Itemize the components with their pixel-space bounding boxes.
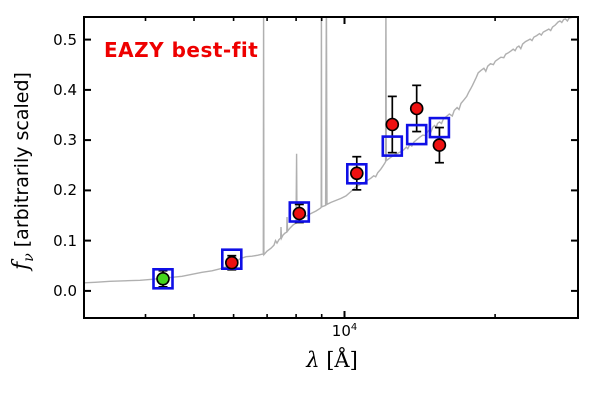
plot-spines xyxy=(83,16,579,319)
y-tick-label: 0.2 xyxy=(53,181,77,200)
observed-photometry-point xyxy=(292,206,307,221)
axis-ticks xyxy=(84,17,578,318)
model-photometry-point xyxy=(288,201,311,223)
spectrum-line xyxy=(84,17,577,284)
y-tick-label: 0.3 xyxy=(53,131,77,150)
model-photometry-point xyxy=(405,123,428,146)
observed-photometry-point xyxy=(432,138,447,152)
y-tick-label: 0.4 xyxy=(53,80,77,99)
model-photometry-point xyxy=(428,116,451,139)
x-axis-label: λ [Å] xyxy=(306,348,358,372)
error-bars xyxy=(158,84,444,288)
model-photometry-point xyxy=(345,163,368,185)
observed-photometry-point xyxy=(225,255,239,270)
observed-photometry-point xyxy=(409,101,424,116)
y-axis-label: fν [arbitrarily scaled] xyxy=(9,72,37,270)
model-photometry xyxy=(152,116,451,290)
x-tick-label-1e4: 104 xyxy=(331,322,358,340)
observed-photometry xyxy=(156,101,447,286)
best-fit-annotation: EAZY best-fit xyxy=(104,38,259,62)
y-tick-label: 0.5 xyxy=(53,30,77,49)
observed-photometry-point xyxy=(385,117,400,132)
y-tick-label: 0.1 xyxy=(53,231,77,250)
observed-photometry-point xyxy=(156,271,170,286)
model-photometry-point xyxy=(381,135,404,157)
spectrum-line-group xyxy=(84,17,577,284)
observed-photometry-point xyxy=(349,166,364,181)
y-tick-label: 0.0 xyxy=(53,281,77,300)
model-photometry-point xyxy=(152,267,174,290)
